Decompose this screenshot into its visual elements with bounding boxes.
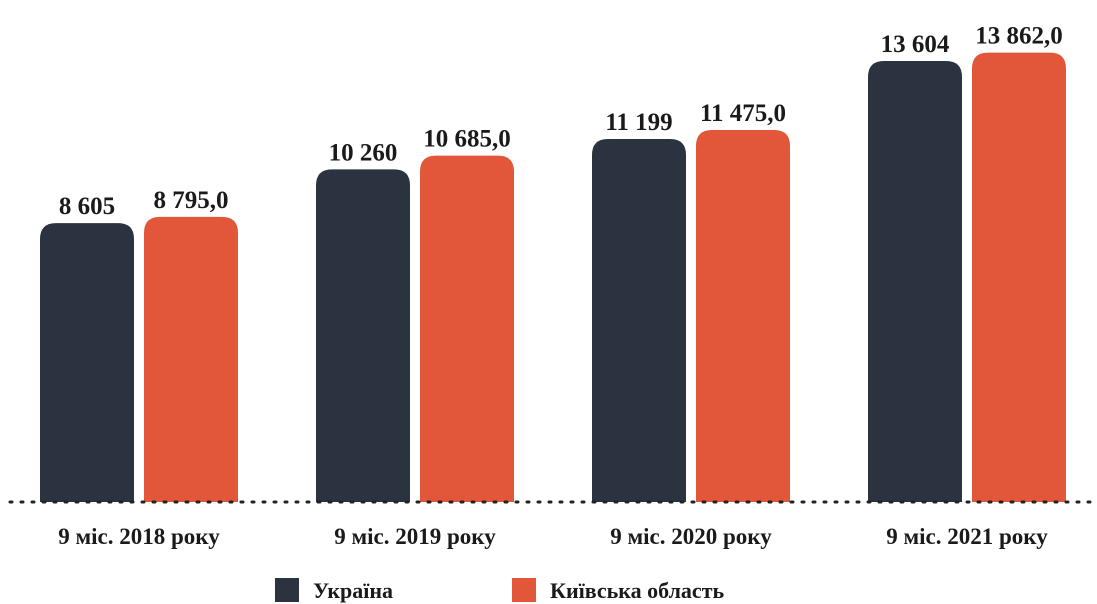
category-label-3: 9 міс. 2021 року — [886, 524, 1048, 549]
category-label-0: 9 міс. 2018 року — [58, 524, 220, 549]
category-labels-layer: 9 міс. 2018 року 9 міс. 2019 року 9 міс. 2… — [58, 524, 1048, 549]
bar-ukraine-1 — [316, 169, 410, 502]
legend-label-kyiv-oblast: Київська область — [550, 578, 724, 603]
legend-label-ukraine: Україна — [313, 578, 393, 603]
value-label-kyiv-oblast-3: 13 862,0 — [975, 23, 1063, 50]
legend-swatch-ukraine — [275, 578, 299, 602]
value-label-ukraine-0: 8 605 — [59, 193, 115, 220]
value-labels-layer: 8 605 8 795,0 10 260 10 685,0 11 199 11 475,0… — [59, 23, 1063, 220]
category-label-1: 9 міс. 2019 року — [334, 524, 496, 549]
bars-layer — [40, 52, 1066, 503]
value-label-kyiv-oblast-2: 11 475,0 — [700, 100, 786, 127]
bar-kyiv-oblast-0 — [144, 216, 238, 502]
value-label-ukraine-2: 11 199 — [605, 109, 672, 136]
legend: Україна Київська область — [275, 578, 724, 603]
bar-kyiv-oblast-3 — [972, 52, 1066, 503]
bar-ukraine-3 — [868, 61, 962, 503]
bar-kyiv-oblast-1 — [420, 155, 514, 502]
bar-ukraine-2 — [592, 138, 686, 502]
value-label-kyiv-oblast-1: 10 685,0 — [423, 126, 511, 153]
bar-ukraine-0 — [40, 223, 134, 502]
bar-kyiv-oblast-2 — [696, 130, 790, 502]
value-label-ukraine-1: 10 260 — [329, 139, 398, 166]
legend-swatch-kyiv-oblast — [512, 578, 536, 602]
value-label-ukraine-3: 13 604 — [881, 31, 950, 58]
category-label-2: 9 міс. 2020 року — [610, 524, 772, 549]
value-label-kyiv-oblast-0: 8 795,0 — [154, 187, 229, 214]
